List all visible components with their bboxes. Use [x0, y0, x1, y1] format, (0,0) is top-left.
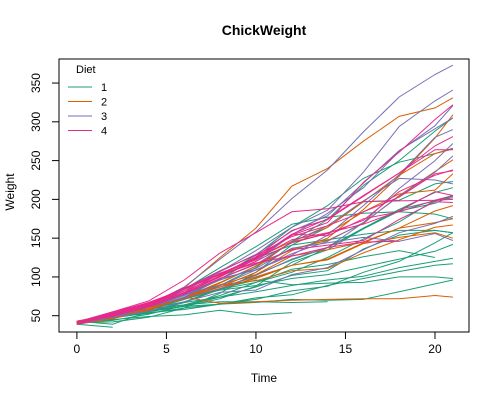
- series-line-diet-1: [76, 323, 113, 328]
- series-line-diet-4: [76, 198, 453, 323]
- series-line-diet-4: [76, 191, 454, 324]
- legend-label-diet-2: 2: [101, 97, 107, 109]
- series-line-diet-1: [76, 257, 453, 324]
- series-line-diet-1: [76, 232, 454, 322]
- series-line-diet-1: [76, 187, 454, 324]
- series-line-diet-4: [76, 104, 454, 325]
- plot-box: [58, 58, 470, 333]
- series-line-diet-4: [76, 149, 453, 324]
- x-tick-label: 0: [74, 342, 81, 356]
- series-line-diet-3: [76, 215, 454, 324]
- series-line-diet-4: [76, 170, 453, 324]
- legend-label-diet-3: 3: [101, 111, 107, 123]
- x-axis-label: Time: [251, 371, 278, 385]
- legend-title: Diet: [76, 64, 96, 76]
- series-layer: [76, 64, 454, 328]
- series-line-diet-1: [76, 263, 453, 324]
- chart-title: ChickWeight: [222, 22, 307, 38]
- y-axis: 50 100 150 200 250 300 350: [29, 73, 60, 323]
- legend-label-diet-4: 4: [101, 126, 107, 138]
- y-tick-label: 200: [29, 189, 43, 209]
- legend-label-diet-1: 1: [101, 82, 107, 94]
- y-tick-label: 50: [29, 309, 43, 323]
- series-line-diet-3: [76, 143, 454, 323]
- y-tick-label: 100: [29, 267, 43, 287]
- series-line-diet-3: [76, 89, 454, 324]
- series-line-diet-3: [76, 129, 454, 324]
- y-tick-label: 150: [29, 228, 43, 248]
- y-axis-label: Weight: [3, 173, 17, 211]
- x-tick-label: 10: [249, 342, 263, 356]
- y-tick-label: 250: [29, 150, 43, 170]
- x-tick-label: 15: [339, 342, 353, 356]
- x-axis: 0 5 10 15 20: [74, 331, 442, 356]
- series-line-diet-2: [76, 232, 454, 323]
- series-line-diet-4: [76, 201, 453, 324]
- series-line-diet-1: [76, 309, 292, 324]
- y-tick-label: 350: [29, 73, 43, 93]
- y-tick-label: 300: [29, 111, 43, 131]
- x-tick-label: 5: [163, 342, 170, 356]
- series-line-diet-4: [76, 169, 454, 324]
- legend: Diet 1 2 3 4: [68, 64, 107, 138]
- x-tick-label: 20: [428, 342, 442, 356]
